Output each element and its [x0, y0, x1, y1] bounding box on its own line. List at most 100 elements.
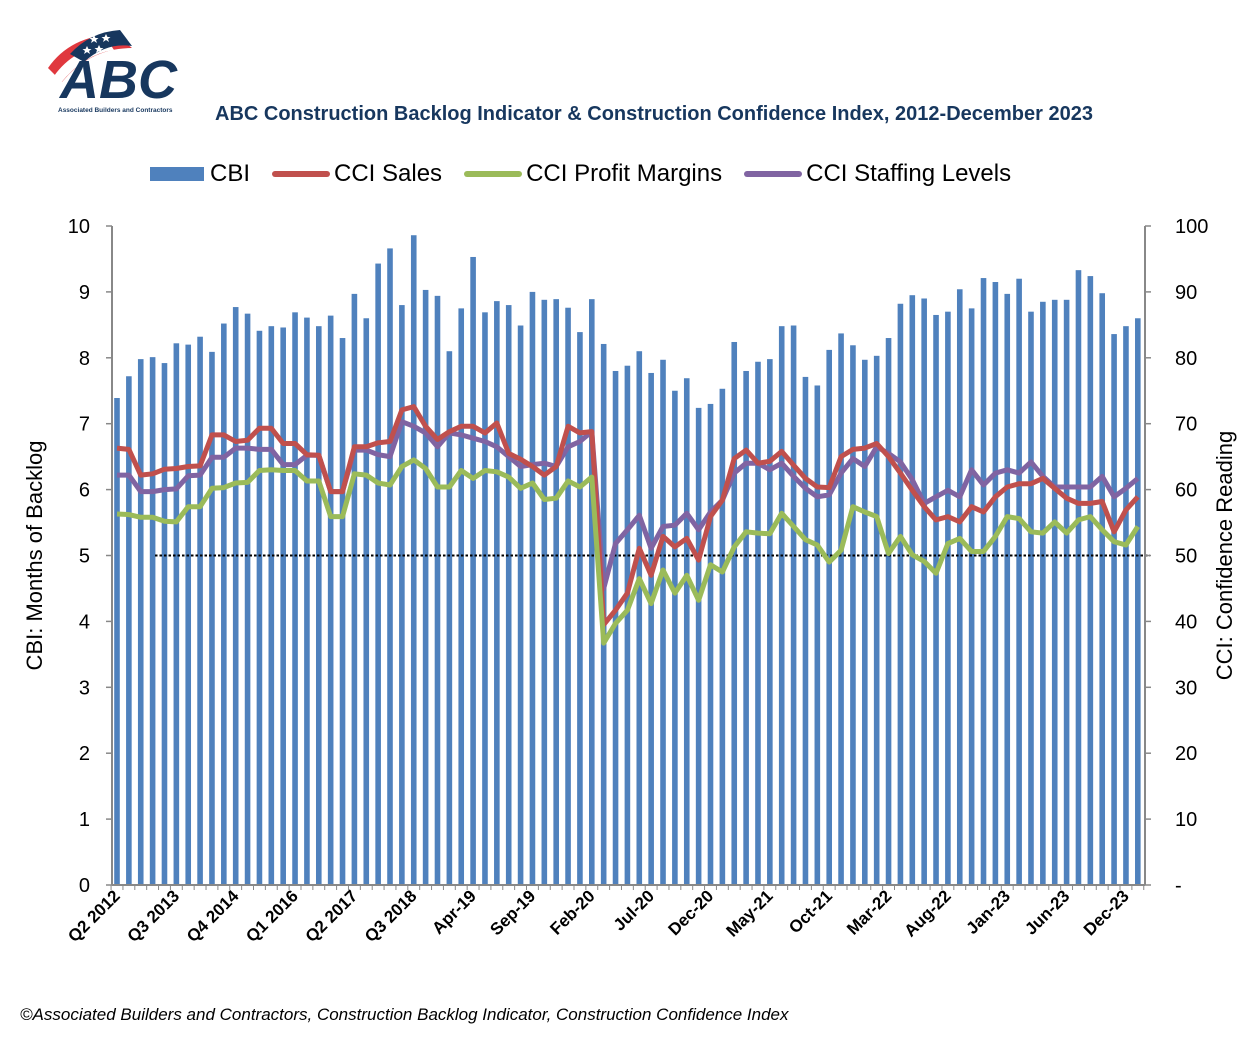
- logo-text: ABC: [58, 50, 178, 104]
- cbi-bar: [256, 330, 263, 885]
- logo-stars: [82, 34, 111, 54]
- x-tick-label: May-21: [722, 886, 776, 940]
- cbi-bar: [790, 325, 797, 885]
- cbi-bar: [244, 313, 251, 886]
- cbi-bar: [280, 327, 286, 886]
- legend-swatch-cbi: [150, 167, 204, 181]
- cbi-bar: [470, 256, 476, 885]
- cbi-bar: [743, 370, 749, 886]
- legend-item-sales: CCI Sales: [272, 160, 442, 188]
- cbi-bar: [482, 312, 488, 886]
- x-tick-label: Q4 2014: [183, 886, 243, 946]
- abc-logo-graphic: ABC: [48, 30, 178, 104]
- cbi-bar: [624, 365, 631, 885]
- legend-item-staffing: CCI Staffing Levels: [744, 160, 1011, 188]
- left-tick-label: 7: [79, 414, 90, 436]
- cbi-bar: [862, 359, 868, 886]
- legend-label-profit: CCI Profit Margins: [526, 160, 723, 187]
- right-tick-label: 90: [1175, 282, 1197, 304]
- chart-title: ABC Construction Backlog Indicator & Con…: [215, 103, 1093, 125]
- cbi-bar: [494, 301, 500, 886]
- x-tick-label: Q3 2018: [361, 886, 421, 946]
- left-tick-label: 9: [79, 282, 90, 304]
- cbi-bar: [933, 314, 939, 886]
- legend-label-sales: CCI Sales: [334, 160, 443, 187]
- cbi-bar: [945, 311, 951, 885]
- cbi-bar: [814, 385, 821, 885]
- x-tick-label: Sep-19: [486, 886, 539, 939]
- x-tick-label: Jun-23: [1021, 886, 1073, 938]
- cbi-bar: [992, 282, 999, 885]
- cbi-bar: [387, 248, 393, 885]
- cbi-bar: [327, 315, 334, 885]
- cbi-bar: [921, 298, 927, 885]
- cbi-bar: [149, 357, 156, 885]
- cbi-bar: [304, 317, 310, 885]
- left-tick-label: 10: [68, 216, 90, 238]
- cbi-bar: [315, 326, 322, 886]
- cbi-bar: [114, 397, 120, 885]
- right-tick-label: 10: [1175, 809, 1197, 831]
- cbi-bar: [197, 336, 203, 885]
- cbi-bar: [826, 349, 832, 886]
- cbi-bar: [767, 359, 773, 885]
- legend-label-cbi: CBI: [210, 160, 251, 187]
- cbi-bar: [1051, 299, 1058, 886]
- cbi-bar: [1075, 270, 1082, 885]
- cbi-bar: [410, 235, 417, 885]
- cbi-bar: [422, 289, 429, 886]
- left-tick-label: 1: [79, 809, 90, 831]
- series-line-cci-profit-margins: [116, 457, 1140, 646]
- x-tick-label: Apr-19: [428, 886, 480, 938]
- x-tick-label: Oct-21: [785, 886, 836, 937]
- cbi-bar: [885, 338, 892, 885]
- x-tick-label: Feb-20: [546, 886, 598, 938]
- x-tick-label: Q1 2016: [242, 886, 302, 946]
- cbi-bar: [707, 403, 714, 885]
- left-tick-label: 4: [79, 611, 90, 633]
- abc-logo: ABC: [40, 26, 200, 104]
- cbi-bar: [719, 388, 726, 885]
- cbi-bar: [161, 363, 168, 885]
- cbi-bar: [873, 355, 880, 885]
- cbi-bar: [980, 278, 987, 885]
- cbi-bar: [577, 332, 583, 885]
- cbi-bar: [565, 307, 571, 885]
- cbi-bar: [505, 305, 512, 886]
- right-tick-label: 40: [1175, 611, 1197, 633]
- cbi-bar: [553, 299, 559, 885]
- cbi-bar: [517, 325, 524, 885]
- right-tick-label: 70: [1175, 414, 1197, 436]
- left-tick-label: 3: [79, 677, 90, 699]
- legend-item-profit: CCI Profit Margins: [464, 160, 722, 188]
- cbi-bar: [1004, 293, 1011, 885]
- cbi-bar: [541, 299, 548, 886]
- cbi-bar: [672, 390, 678, 885]
- legend-swatch-staffing: [744, 171, 803, 177]
- cbi-bar: [126, 376, 132, 885]
- x-tick-label: Mar-22: [843, 886, 895, 938]
- x-tick-label: Jan-23: [963, 886, 1015, 938]
- cbi-bar: [636, 351, 643, 886]
- x-tick-label: Aug-22: [901, 886, 955, 940]
- cbi-bar: [648, 372, 654, 885]
- cbi-bar: [221, 323, 227, 886]
- cbi-bar: [209, 351, 215, 885]
- series-line-cci-staffing-levels: [117, 419, 1140, 591]
- legend-label-staffing: CCI Staffing Levels: [806, 160, 1012, 187]
- right-tick-label: 60: [1175, 480, 1197, 502]
- cbi-bar: [363, 318, 370, 885]
- x-tick-label: Dec-23: [1080, 886, 1133, 939]
- x-tick-label: Q2 2012: [64, 886, 124, 946]
- left-tick-label: 6: [79, 480, 90, 502]
- x-tick-label: Dec-20: [664, 886, 717, 939]
- x-tick-label: Jul-20: [610, 886, 658, 934]
- cbi-bar: [375, 263, 381, 885]
- cbi-bar: [458, 308, 465, 885]
- cbi-bar: [909, 295, 916, 885]
- cbi-bar: [232, 307, 239, 885]
- cbi-bar: [660, 359, 666, 886]
- legend: CBI CCI Sales CCI Profit Margins CCI Sta…: [150, 160, 1033, 188]
- x-tick-label: Q2 2017: [302, 886, 362, 946]
- right-tick-label: 30: [1175, 677, 1197, 699]
